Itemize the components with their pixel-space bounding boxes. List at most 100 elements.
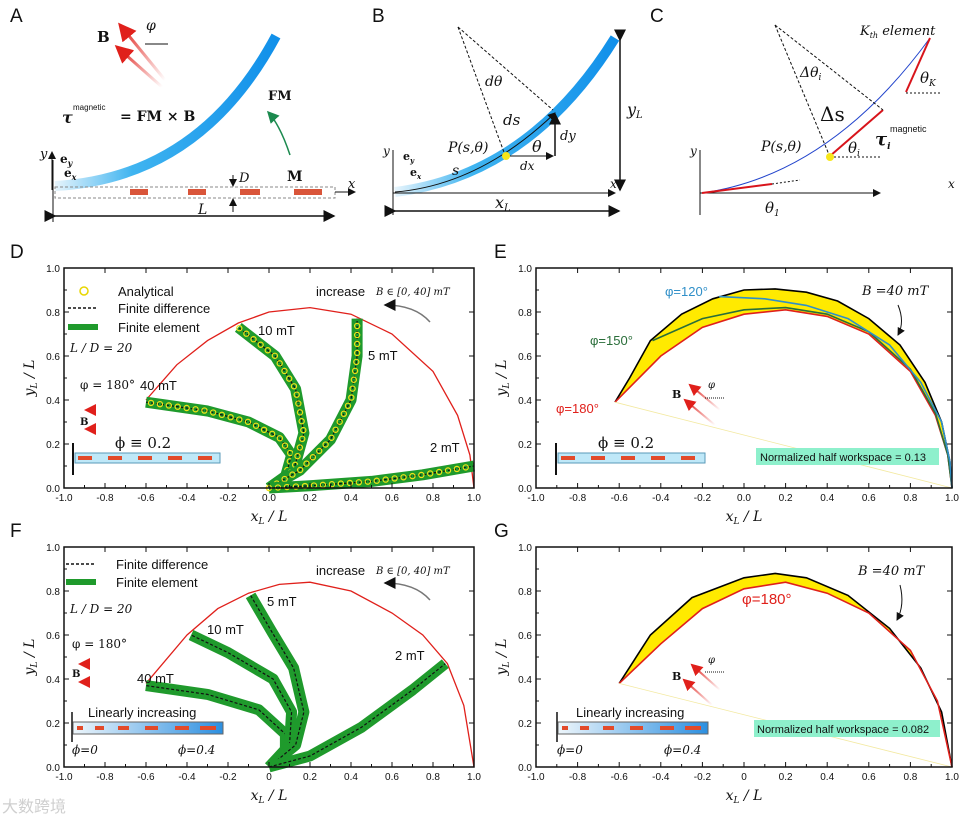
finite-difference-line — [250, 595, 305, 768]
theta-k-label: θK — [920, 69, 937, 89]
y-tick-label: 0.2 — [518, 440, 532, 451]
phi0-label: ϕ=0 — [557, 743, 583, 757]
analytical-point — [328, 481, 336, 488]
y-tick-label: 0.6 — [518, 352, 532, 363]
range-label: B ∈ [0, 40] mT — [375, 287, 451, 298]
y-label: y — [39, 147, 48, 162]
increase-arrow — [383, 299, 431, 323]
x-tick-label: 0.2 — [303, 772, 317, 783]
panel-g-annotations: B =40 mT φ=180° B φ Linearly increasing … — [556, 564, 940, 757]
finite-element-rod — [234, 323, 310, 493]
series-line — [614, 288, 953, 489]
b40-label: B =40 mT — [861, 284, 930, 299]
series-line — [652, 306, 953, 489]
b40-arrow — [897, 304, 905, 336]
x-tick-label: -0.8 — [569, 493, 587, 504]
analytical-point — [309, 454, 317, 461]
phi-label: ϕ ≡ 0.2 — [598, 434, 654, 452]
analytical-point — [444, 467, 452, 474]
panel-label-f: F — [10, 521, 22, 542]
analytical-point — [276, 360, 283, 367]
increase-label: increase — [316, 563, 365, 578]
plot-d: -1.0 -0.8 -0.6 -0.4 -0.2 0.0 0.2 0.4 0.6 0.8 1.0 0.… — [22, 264, 481, 527]
analytical-point — [346, 479, 354, 487]
x-axis-label-rest: / L — [739, 788, 762, 804]
y-tick-label: 0.6 — [46, 352, 60, 363]
y-tick-label: 0.6 — [46, 631, 60, 642]
y-label: y — [689, 144, 697, 158]
analytical-point — [332, 426, 339, 433]
y-tick-label: 0.8 — [518, 308, 532, 319]
x-tick-label: 0.4 — [820, 772, 834, 783]
x-tick-label: -0.6 — [137, 772, 155, 783]
x-axis-label-var: x — [726, 509, 734, 525]
phi04-label: ϕ=0.4 — [664, 743, 701, 757]
analytical-point — [322, 441, 329, 448]
y-tick-label: 0.4 — [518, 675, 532, 686]
analytical-point — [281, 367, 288, 375]
arc-length-arrow — [394, 112, 556, 193]
point-label: P(s,θ) — [760, 139, 801, 155]
y-tick-label: 0.2 — [46, 440, 60, 451]
x-tick-label: 1.0 — [945, 772, 959, 783]
x-axis-label: xL / L — [726, 788, 763, 806]
xl-label: xL — [495, 193, 511, 214]
analytical-point — [364, 478, 371, 485]
x-axis-label: xL / L — [726, 509, 763, 527]
analytical-point — [290, 383, 298, 390]
y-tick-label: 0.4 — [518, 396, 532, 407]
plot-f: -1.0 -0.8 -0.6 -0.4 -0.2 0 0.2 0.4 0.6 0.8 1.0 0.0 0… — [22, 543, 481, 806]
analytical-point — [244, 418, 252, 426]
x-tick-label: -1.0 — [527, 493, 545, 504]
analytical-point — [300, 426, 307, 434]
analytical-point — [260, 426, 268, 434]
analytical-point — [435, 468, 443, 476]
analytical-point — [296, 466, 304, 474]
y-axis-label-rest: / L — [494, 360, 510, 383]
x-axis-label-sub: L — [733, 517, 740, 527]
panel-e-annotations: B =40 mT φ=120° φ=150° φ=180° B φ ϕ ≡ 0.… — [555, 284, 939, 475]
radius-line-1 — [457, 26, 506, 156]
y-axis-label-var: y — [494, 387, 510, 397]
analytical-point — [299, 435, 306, 443]
analytical-point — [294, 452, 301, 460]
x-axis-label-rest: / L — [739, 509, 762, 525]
x-tick-label: -0.4 — [652, 772, 670, 783]
y-axis-label-sub: L — [30, 382, 40, 389]
x-tick-label: 0.8 — [903, 493, 917, 504]
point-label: P(s,θ) — [447, 140, 488, 156]
panel-label-b: B — [372, 6, 385, 27]
x-tick-label: 0.6 — [385, 772, 399, 783]
analytical-point — [353, 322, 361, 330]
dtheta-label: dθ — [485, 74, 503, 90]
dtheta-label: Δθi — [799, 65, 822, 83]
finite-difference-line — [268, 465, 475, 489]
analytical-point — [353, 358, 360, 366]
x-tick-label: 0.6 — [862, 772, 876, 783]
yl-label: yL — [626, 100, 643, 121]
y-tick-label: 1.0 — [46, 264, 60, 275]
x-axis-label-sub: L — [733, 796, 740, 806]
series-line — [145, 306, 475, 489]
panel-f-annotations: Finite difference Finite element L / D =… — [66, 557, 451, 757]
analytical-point — [252, 422, 260, 429]
y-axis-label-sub: L — [502, 382, 512, 389]
range-label: B ∈ [0, 40] mT — [375, 566, 451, 577]
y-tick-label: 0.2 — [518, 719, 532, 730]
x-axis-label-sub: L — [258, 796, 265, 806]
phi180-label: φ=180° — [556, 401, 599, 416]
x-axis-label: xL / L — [251, 788, 288, 806]
label-2mt: 2 mT — [395, 648, 425, 663]
analytical-point — [281, 442, 289, 449]
x-tick-label: 0.8 — [426, 772, 440, 783]
ds-label: Δs — [820, 102, 845, 126]
dx-label: dx — [520, 159, 535, 173]
analytical-point — [418, 471, 425, 479]
analytical-point — [453, 465, 461, 473]
label-40mt: 40 mT — [140, 378, 177, 393]
linear-label: Linearly increasing — [88, 705, 196, 720]
analytical-point — [218, 411, 226, 419]
x-tick-label: 1.0 — [945, 493, 959, 504]
finite-element-rod — [266, 318, 363, 493]
analytical-point — [271, 352, 279, 359]
